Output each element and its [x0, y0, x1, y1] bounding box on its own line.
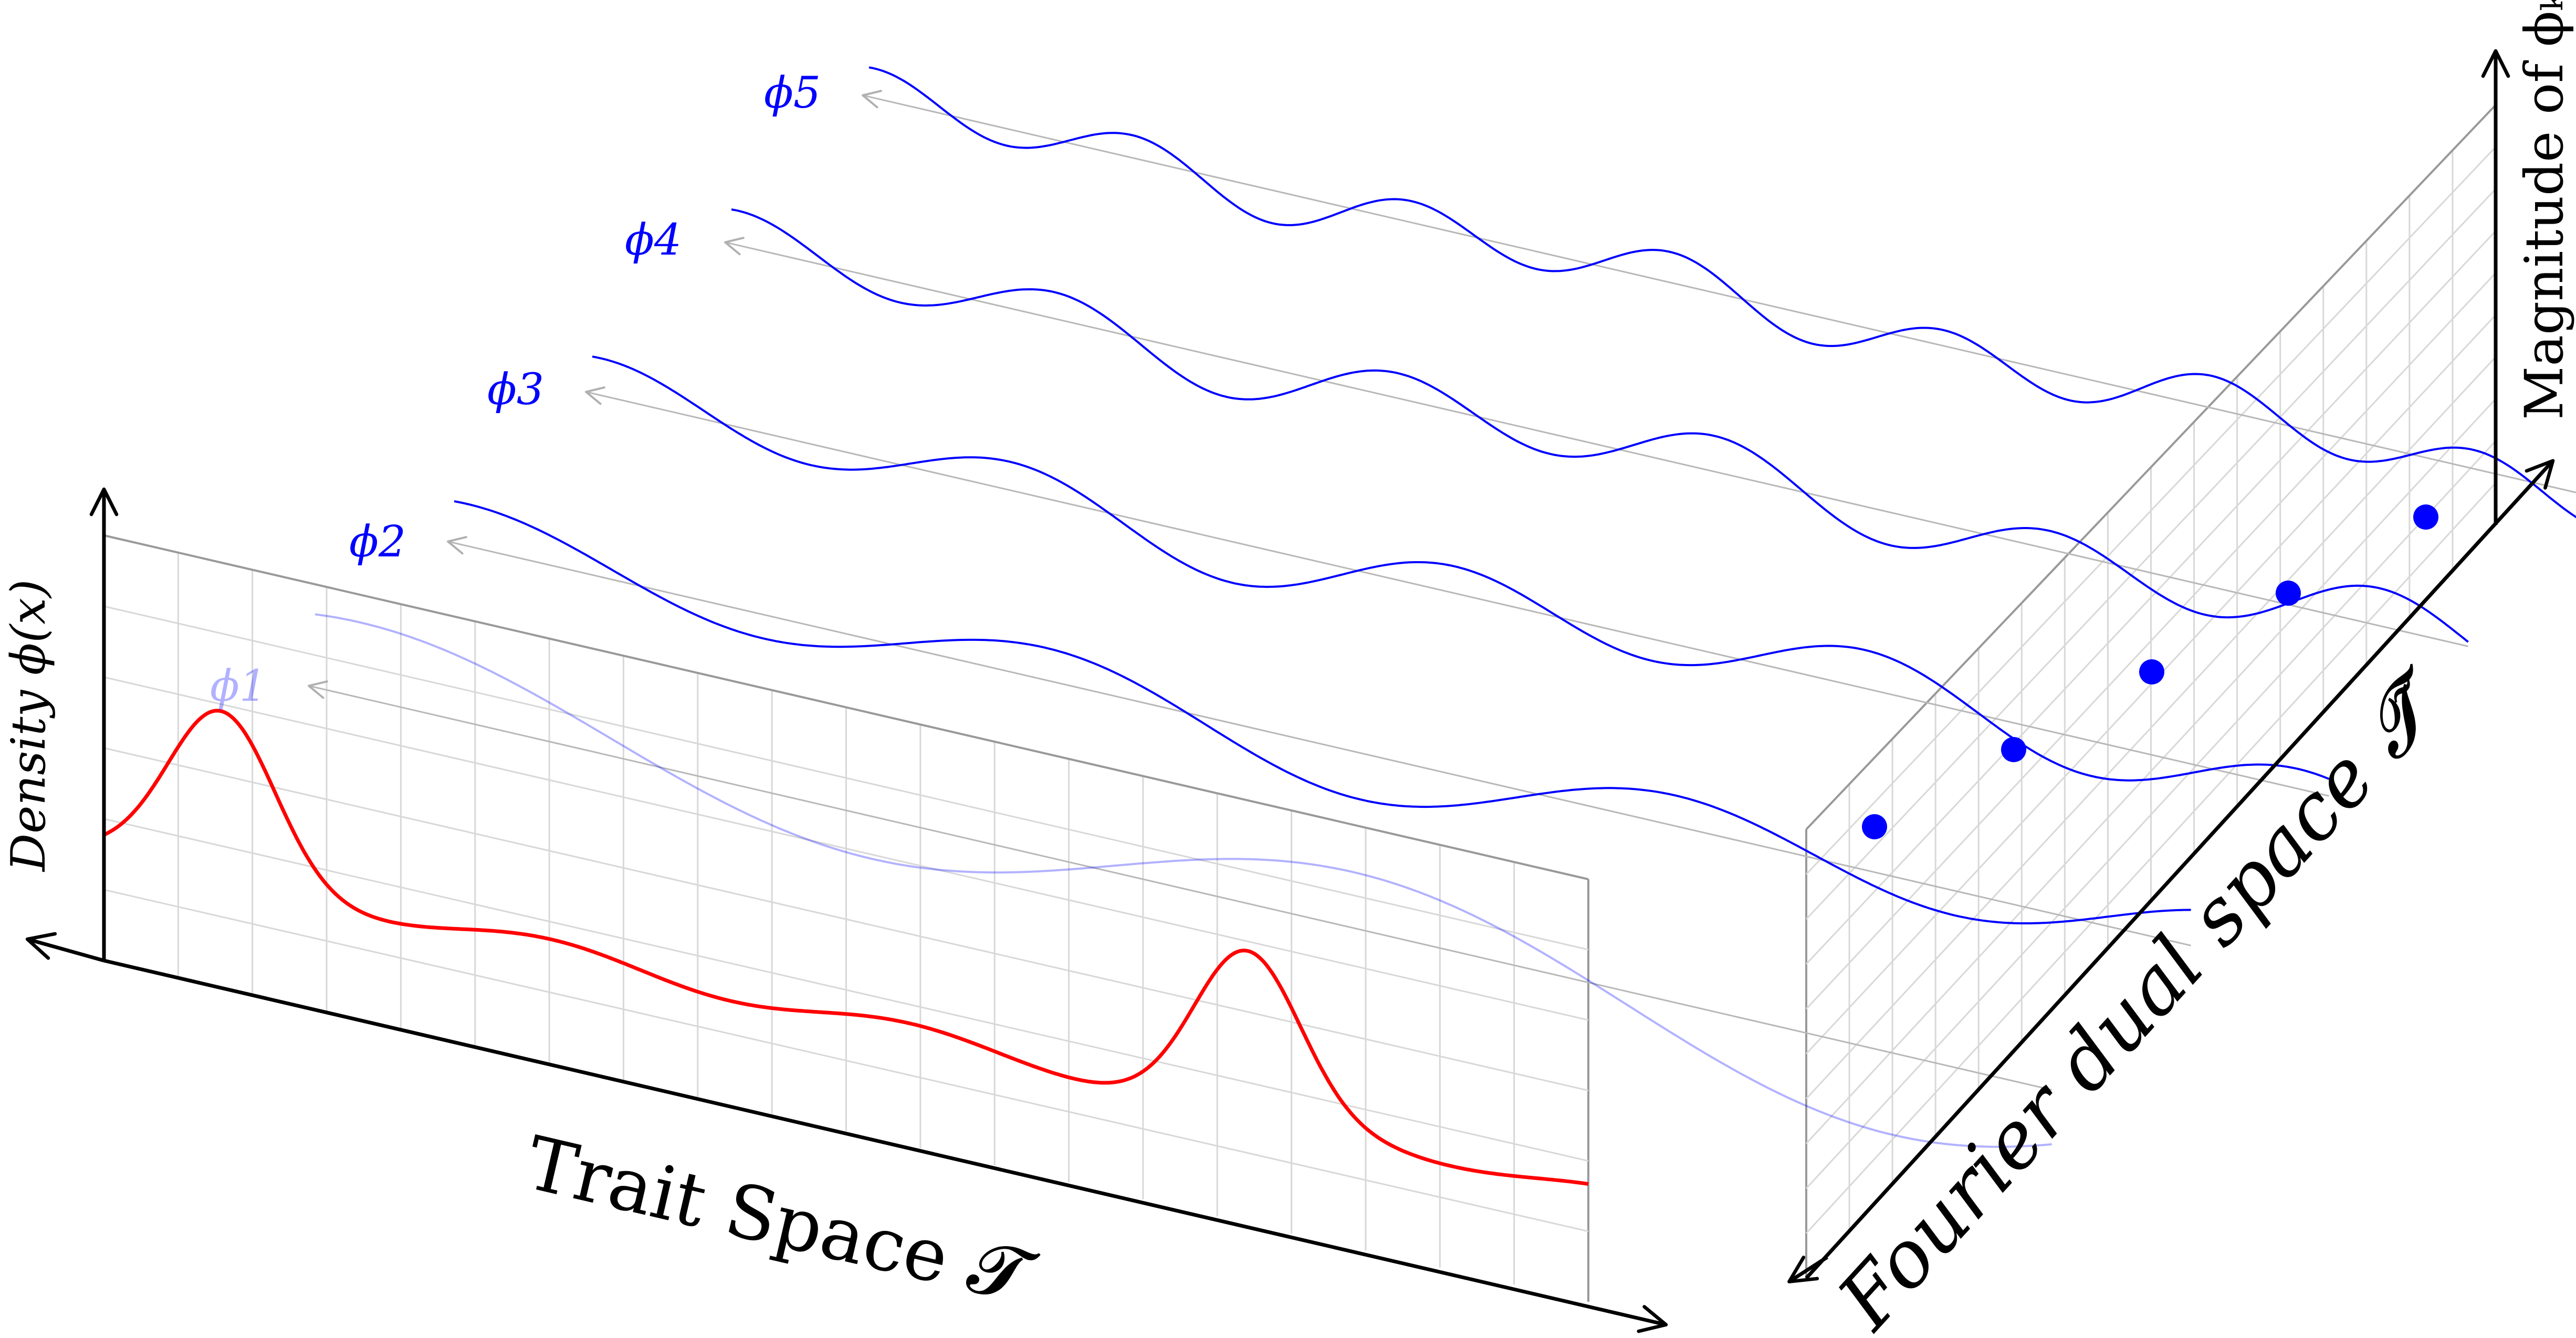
- fourier-point-4: [2276, 581, 2301, 606]
- phi-1-label: ϕ1: [210, 661, 267, 711]
- trait-space-grid: [103, 534, 1589, 1302]
- grid-line-horizontal: [103, 889, 1589, 1232]
- basis-waves: [315, 66, 2576, 1148]
- grid-line-horizontal: [1805, 188, 2497, 920]
- grid-line-horizontal: [103, 534, 1589, 880]
- basis-row-axis-3: [585, 386, 2329, 797]
- grid-line-horizontal: [1805, 482, 2497, 1234]
- basis-row-axes: [308, 90, 2576, 1091]
- trait-space-label: Trait Space 𝓣: [518, 1120, 1044, 1321]
- phi-4-label: ϕ4: [625, 215, 682, 265]
- basis-wave-5: [868, 66, 2576, 519]
- grid-line-horizontal: [103, 676, 1589, 1021]
- grid-line-horizontal: [1805, 104, 2497, 830]
- fourier-dual-space-label: Fourier dual space 𝓣̃: [1820, 651, 2467, 1338]
- grid-line-horizontal: [1805, 356, 2497, 1100]
- fourier-point-5: [2413, 504, 2438, 530]
- fourier-coefficient-points: [1862, 504, 2438, 839]
- basis-wave-3: [592, 355, 2330, 782]
- basis-row-axis-1: [308, 680, 2052, 1091]
- fourier-point-3: [2139, 659, 2164, 684]
- fourier-point-2: [2001, 737, 2026, 762]
- basis-wave-1: [315, 613, 2052, 1148]
- basis-wave-4: [731, 208, 2469, 643]
- grid-line-horizontal: [1805, 440, 2497, 1189]
- trait-axis-left-arrow: [25, 932, 104, 963]
- phi-5-label: ϕ5: [764, 68, 821, 118]
- trait-axis: [103, 958, 1668, 1333]
- phi-3-label: ϕ3: [487, 365, 544, 415]
- basis-wave-2: [454, 500, 2191, 924]
- grid-line-horizontal: [103, 747, 1589, 1091]
- phi-2-label: ϕ2: [349, 517, 406, 567]
- grid-line-horizontal: [1805, 272, 2497, 1010]
- main-axes: [25, 49, 2555, 1333]
- fourier-point-1: [1862, 814, 1887, 839]
- magnitude-axis-label: Magnitude of ϕₖ: [2514, 0, 2575, 420]
- density-axis-label: Density ϕ(x): [1, 580, 56, 872]
- density-curve: [103, 709, 1589, 1186]
- basis-row-axis-5: [862, 90, 2576, 493]
- grid-line-horizontal: [1805, 398, 2497, 1144]
- basis-row-axis-2: [447, 536, 2191, 946]
- grid-line-horizontal: [103, 818, 1589, 1162]
- fourier-dual-axis-start-arrow: [1787, 1256, 1828, 1283]
- grid-line-horizontal: [103, 605, 1589, 951]
- fourier-dual-axis: [1805, 459, 2555, 1280]
- grid-line-horizontal: [1805, 230, 2497, 965]
- fourier-space-grid: [1805, 104, 2497, 1279]
- basis-row-axis-4: [724, 237, 2468, 647]
- grid-line-horizontal: [1805, 146, 2497, 875]
